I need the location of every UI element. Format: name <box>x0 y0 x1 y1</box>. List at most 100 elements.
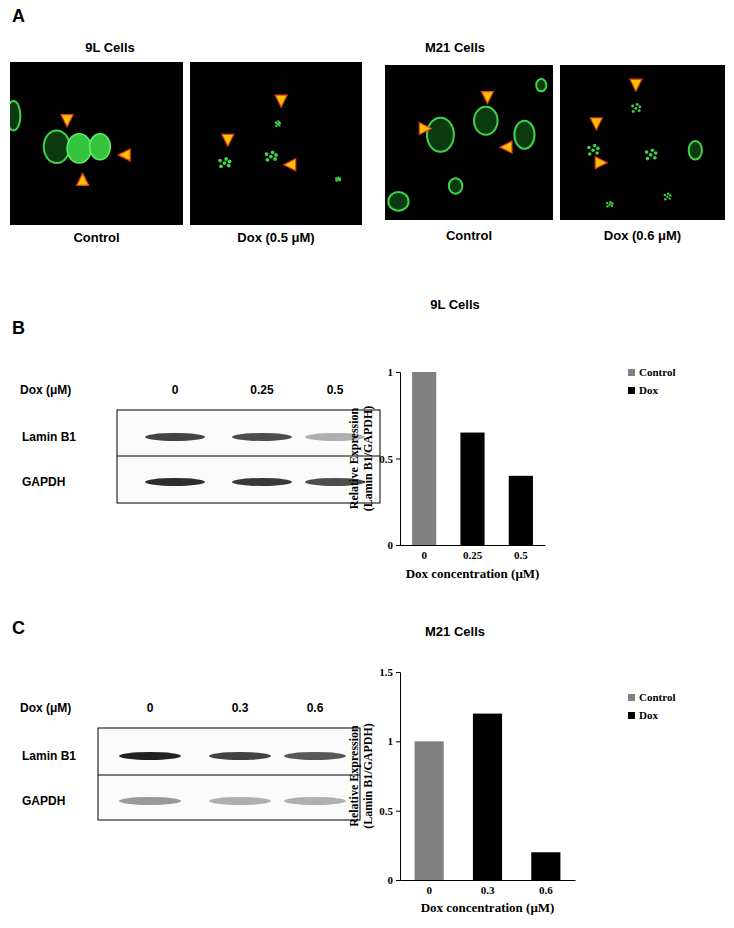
legend-swatch <box>628 369 635 376</box>
y-tick-label: 0.5 <box>379 805 393 817</box>
y-axis: 00.511.5 <box>379 666 400 886</box>
blot-band <box>145 433 205 441</box>
cell-fragment <box>654 151 658 155</box>
y-axis: 00.51 <box>379 366 400 551</box>
cell-fragment <box>611 205 613 207</box>
lane-label: 0.5 <box>327 383 344 397</box>
x-tick: 0 <box>421 545 427 561</box>
panel-label: B <box>12 318 25 338</box>
bars <box>415 714 561 880</box>
x-tick-label: 0.3 <box>481 884 495 896</box>
group-title: 9L Cells <box>85 40 135 55</box>
cell-fragment <box>664 198 666 200</box>
arrowhead <box>590 118 602 130</box>
x-axis: 0 0.25 0.5 <box>401 545 546 561</box>
cells <box>10 101 110 163</box>
cell-fragment <box>227 164 231 168</box>
y-tick: 0.5 <box>379 805 400 817</box>
cell-fragment <box>645 150 649 154</box>
x-axis: 0 0.3 0.6 <box>401 880 576 896</box>
micrograph <box>560 65 725 220</box>
y-tick-label: 0 <box>388 874 394 886</box>
caption: Control <box>73 230 119 245</box>
panel-label: C <box>12 618 25 638</box>
y-tick-label: 0 <box>388 539 394 551</box>
cell-fragment <box>632 110 635 113</box>
cell-fragment <box>664 194 666 196</box>
y-tick: 0 <box>388 874 401 886</box>
legend-swatch <box>628 712 635 719</box>
x-tick-label: 0 <box>421 549 427 561</box>
y-tick: 1 <box>388 735 401 747</box>
x-tick-label: 0.5 <box>514 549 528 561</box>
y-axis-line <box>396 373 401 546</box>
y-tick-mark <box>396 741 400 742</box>
blot-divider <box>98 775 360 776</box>
y-tick-mark <box>396 880 400 881</box>
caption: Dox (0.6 μM) <box>604 228 681 243</box>
cell <box>90 134 111 160</box>
cell-fragment <box>224 157 228 161</box>
bar <box>531 852 560 880</box>
arrowhead <box>222 134 234 146</box>
legend-label: Dox <box>639 384 658 396</box>
y-axis-title: (Lamin B1/GAPDH) <box>361 723 375 829</box>
blot-band <box>209 797 271 805</box>
blot-frame <box>117 410 380 503</box>
cell-fragment <box>653 156 657 160</box>
cell-fragment <box>587 146 591 150</box>
cell-fragment <box>669 197 671 199</box>
x-tick-label: 0.25 <box>463 549 483 561</box>
cell-fragment <box>279 122 281 124</box>
bar <box>473 714 502 880</box>
y-tick: 0.5 <box>379 453 400 465</box>
group-title: M21 Cells <box>425 40 485 55</box>
lane-label: 0.25 <box>250 383 274 397</box>
cell-fragment <box>274 153 278 157</box>
x-axis-title: Dox concentration (μM) <box>421 900 555 915</box>
cell-fragment <box>631 105 634 108</box>
lane-label: 0.6 <box>307 701 324 715</box>
row-label: GAPDH <box>22 794 65 808</box>
y-tick: 0 <box>388 539 401 551</box>
micrograph <box>190 62 362 225</box>
cell-fragment <box>606 205 608 207</box>
arrowhead <box>284 159 296 171</box>
cell-fragment <box>593 144 597 148</box>
cell-fragment <box>611 202 613 204</box>
blot-band <box>232 478 292 486</box>
cell-fragment <box>606 202 608 204</box>
cell-fragment <box>646 157 650 161</box>
micrograph <box>7 62 183 225</box>
legend-label: Control <box>639 366 675 378</box>
cell-fragment <box>649 153 653 157</box>
cell-fragment <box>269 155 273 159</box>
x-tick: 0.25 <box>463 545 483 561</box>
blot-frame <box>98 728 360 820</box>
x-tick-label: 0.6 <box>539 884 553 896</box>
cell <box>427 118 454 152</box>
y-tick-mark <box>396 545 400 546</box>
y-tick-mark <box>396 372 400 373</box>
blot-band <box>145 478 205 486</box>
cell-fragment <box>335 179 337 181</box>
cell-fragment <box>335 177 337 179</box>
arrowhead <box>630 79 642 91</box>
arrowhead <box>419 123 431 135</box>
bar <box>509 476 533 545</box>
blot-band <box>119 752 181 760</box>
x-tick-label: 0 <box>426 884 432 896</box>
x-tick: 0 <box>426 880 432 896</box>
panel-label: A <box>12 6 25 26</box>
western-blot: Dox (μM)00.30.6Lamin B1GAPDH <box>20 701 360 820</box>
cell-fragment <box>634 107 637 110</box>
row-label: Lamin B1 <box>22 430 76 444</box>
cell-fragment <box>265 152 269 156</box>
blot-band <box>232 433 292 441</box>
cell-fragment <box>666 196 668 198</box>
x-tick: 0.3 <box>481 880 495 896</box>
y-tick-label: 1 <box>388 366 394 378</box>
figure: A9L CellsControlDox (0.5 μM)M21 CellsCon… <box>0 0 734 928</box>
blot-band <box>209 752 271 760</box>
legend-swatch <box>628 387 635 394</box>
